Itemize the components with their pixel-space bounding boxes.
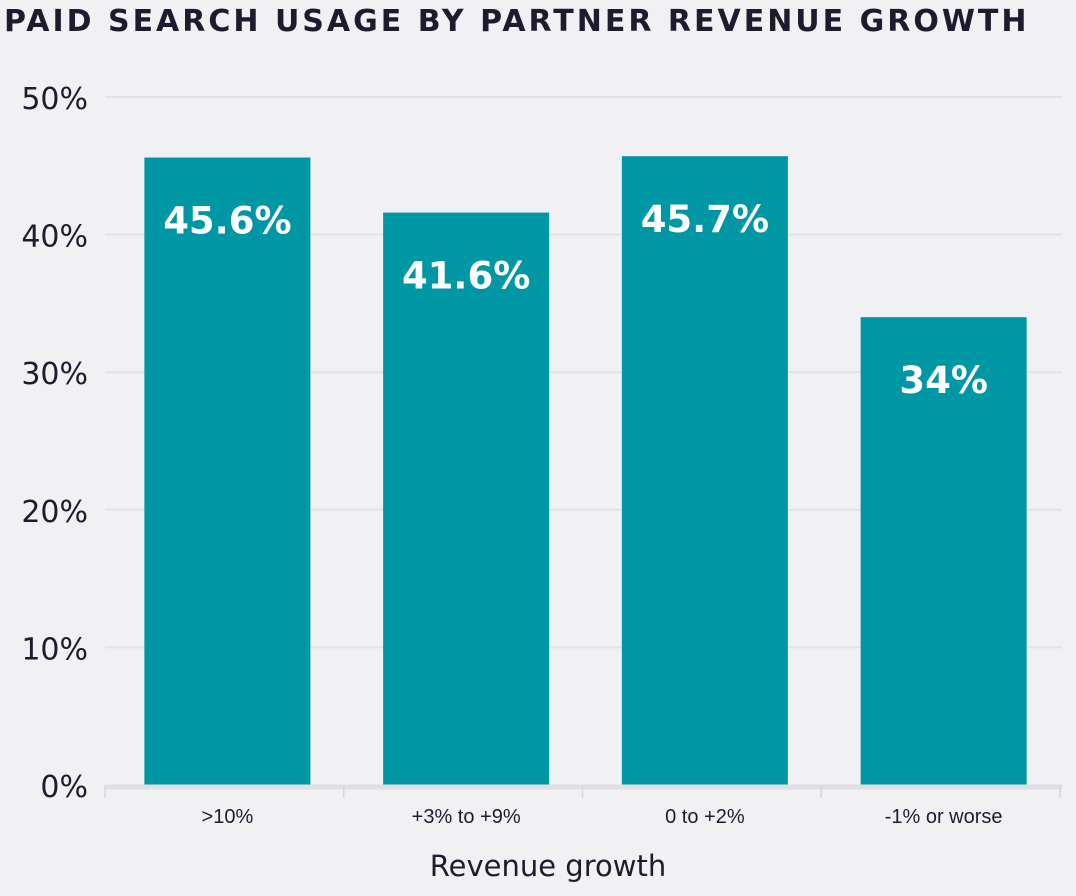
y-tick-label: 40% bbox=[21, 220, 88, 255]
y-tick-label: 50% bbox=[21, 82, 88, 117]
bar bbox=[860, 317, 1027, 785]
x-tick-label: 0 to +2% bbox=[665, 806, 745, 828]
bar bbox=[144, 157, 311, 785]
y-tick-label: 30% bbox=[21, 357, 88, 392]
data-label: 45.7% bbox=[641, 198, 769, 241]
x-tick-label: >10% bbox=[202, 806, 254, 828]
y-tick-label: 20% bbox=[21, 495, 88, 530]
y-tick-label: 0% bbox=[40, 770, 88, 805]
bar bbox=[621, 156, 788, 786]
chart-title: PAID SEARCH USAGE BY PARTNER REVENUE GRO… bbox=[4, 4, 1030, 39]
y-tick-label: 10% bbox=[21, 632, 88, 667]
x-tick-label: +3% to +9% bbox=[412, 806, 521, 828]
data-label: 45.6% bbox=[163, 200, 291, 243]
x-axis-title: Revenue growth bbox=[430, 849, 666, 883]
x-tick-label: -1% or worse bbox=[885, 806, 1003, 828]
data-label: 34% bbox=[899, 359, 988, 402]
bar bbox=[383, 212, 550, 786]
data-label: 41.6% bbox=[402, 255, 530, 298]
